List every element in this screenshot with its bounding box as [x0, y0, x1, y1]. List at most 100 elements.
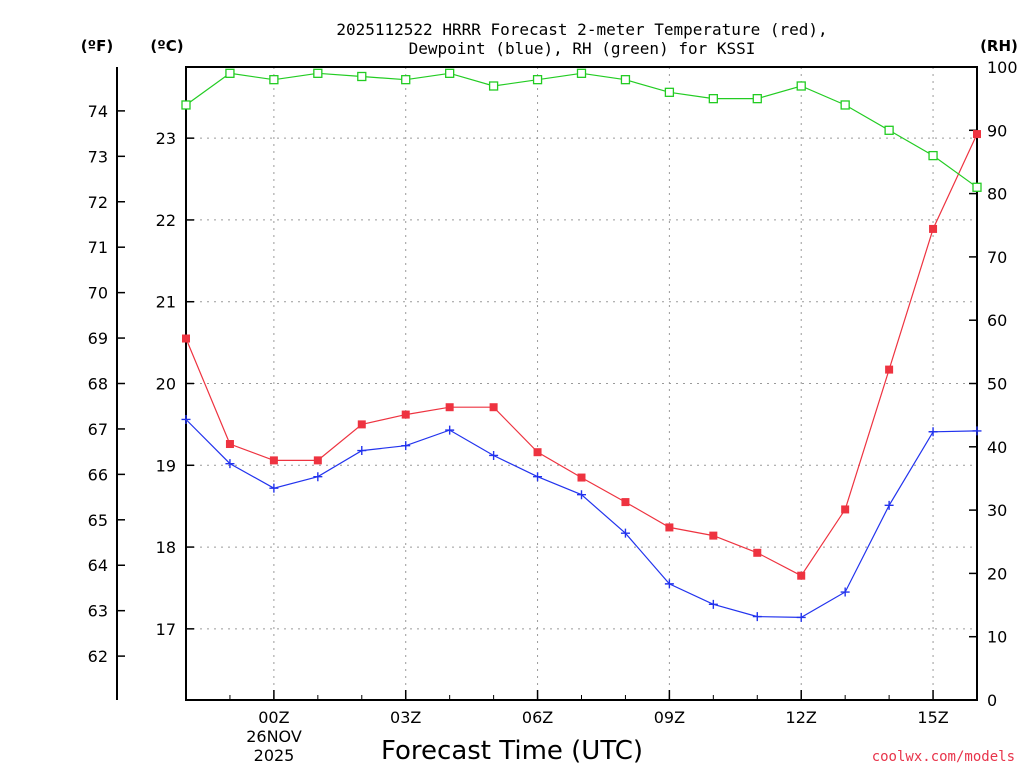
temperature-point-17 [929, 224, 938, 233]
rh-tick-label-60: 60 [987, 311, 1007, 330]
temperature-point-10 [621, 498, 630, 507]
dewpoint-point-18 [972, 426, 982, 436]
f-tick-label-65: 65 [88, 511, 108, 530]
x-tick-label-00Z: 00Z [258, 708, 289, 727]
dewpoint-point-9 [577, 490, 586, 500]
rh-tick-label-40: 40 [987, 438, 1007, 457]
temperature-line [185, 133, 978, 577]
temperature-point-0 [182, 334, 190, 343]
c-tick-label-20: 20 [156, 375, 176, 394]
dewpoint-point-2 [269, 483, 279, 493]
rh-point-7 [488, 81, 499, 91]
rh-point-4 [357, 71, 367, 82]
dewpoint-point-16 [884, 500, 894, 510]
dewpoint-point-11 [664, 579, 674, 589]
chart-title-line1: 2025112522 HRRR Forecast 2-meter Tempera… [336, 20, 827, 39]
x-tick-label-12Z: 12Z [786, 708, 817, 727]
rh-point-8 [532, 75, 543, 85]
f-tick-label-63: 63 [88, 602, 108, 621]
temperature-point-16 [885, 365, 894, 374]
unit-label-rh: (RH) [980, 37, 1018, 55]
date-label-year: 2025 [254, 746, 295, 765]
rh-tick-label-50: 50 [987, 375, 1007, 394]
x-tick-label-09Z: 09Z [654, 708, 685, 727]
temperature-point-13 [753, 548, 762, 557]
temperature-point-1 [225, 440, 234, 449]
dewpoint-point-17 [928, 427, 938, 437]
rh-point-6 [445, 68, 455, 78]
f-tick-label-74: 74 [88, 102, 108, 121]
rh-tick-label-90: 90 [987, 121, 1007, 140]
dewpoint-line [185, 419, 978, 619]
rh-point-12 [708, 94, 718, 104]
rh-point-2 [269, 75, 279, 85]
c-tick-label-19: 19 [156, 456, 176, 475]
temperature-point-8 [533, 448, 542, 457]
rh-tick-label-10: 10 [987, 628, 1007, 647]
x-axis-title: Forecast Time (UTC) [381, 736, 643, 766]
axis-ticks: 62 63 64 65 66 67 68 69 70 71 72 73 74 17 18 19 20 21 22 23… [88, 58, 1018, 727]
dewpoint-point-8 [533, 472, 543, 482]
date-label-day: 26NOV [246, 727, 302, 746]
c-tick-label-17: 17 [156, 620, 176, 639]
rh-tick-label-100: 100 [987, 58, 1018, 77]
dewpoint-point-6 [445, 425, 455, 435]
rh-line [185, 72, 978, 188]
rh-point-16 [884, 125, 894, 135]
f-tick-label-73: 73 [88, 147, 108, 166]
temperature-point-2 [269, 456, 278, 465]
f-tick-label-64: 64 [88, 556, 108, 575]
dewpoint-point-5 [401, 441, 411, 451]
f-tick-label-71: 71 [88, 238, 108, 257]
dewpoint-point-4 [357, 446, 367, 456]
f-tick-label-69: 69 [88, 329, 108, 348]
x-tick-label-06Z: 06Z [522, 708, 553, 727]
c-tick-label-23: 23 [156, 129, 176, 148]
temperature-point-9 [577, 473, 586, 482]
rh-point-14 [796, 81, 806, 91]
rh-point-5 [401, 75, 411, 85]
f-tick-label-67: 67 [88, 420, 108, 439]
temperature-series [182, 130, 981, 580]
dewpoint-point-10 [620, 528, 630, 538]
f-tick-label-62: 62 [88, 647, 108, 666]
rh-point-18 [972, 182, 982, 192]
unit-label-celsius: (ºC) [150, 37, 183, 55]
rh-tick-label-20: 20 [987, 564, 1007, 583]
c-tick-label-22: 22 [156, 211, 176, 230]
f-tick-label-72: 72 [88, 193, 108, 212]
gridlines [186, 67, 977, 700]
temperature-point-11 [665, 523, 674, 532]
temperature-point-14 [797, 571, 806, 580]
rh-point-0 [181, 100, 191, 110]
rh-point-15 [840, 100, 850, 110]
dewpoint-point-1 [225, 459, 235, 469]
unit-label-fahrenheit: (ºF) [81, 37, 113, 55]
rh-point-3 [313, 68, 323, 78]
temperature-point-4 [357, 420, 366, 429]
x-tick-label-03Z: 03Z [390, 708, 421, 727]
data-series [181, 68, 982, 622]
rh-tick-label-0: 0 [987, 691, 997, 710]
rh-tick-label-70: 70 [987, 248, 1007, 267]
chart-title-line2: Dewpoint (blue), RH (green) for KSSI [409, 39, 756, 58]
dewpoint-point-14 [796, 612, 806, 622]
rh-point-17 [928, 150, 938, 161]
f-tick-label-68: 68 [88, 375, 108, 394]
rh-point-9 [576, 68, 587, 78]
c-tick-label-21: 21 [156, 293, 176, 312]
dewpoint-point-15 [840, 587, 850, 597]
temperature-point-3 [313, 456, 322, 465]
rh-tick-label-80: 80 [987, 185, 1007, 204]
rh-point-13 [752, 94, 762, 104]
credit-link[interactable]: coolwx.com/models [872, 749, 1015, 765]
temperature-point-15 [841, 505, 850, 514]
f-tick-label-66: 66 [88, 465, 108, 484]
dewpoint-point-13 [752, 612, 762, 622]
dewpoint-series [181, 414, 982, 622]
rh-series [181, 68, 982, 192]
rh-point-1 [225, 68, 235, 78]
rh-tick-label-30: 30 [987, 501, 1007, 520]
axes [116, 66, 978, 701]
